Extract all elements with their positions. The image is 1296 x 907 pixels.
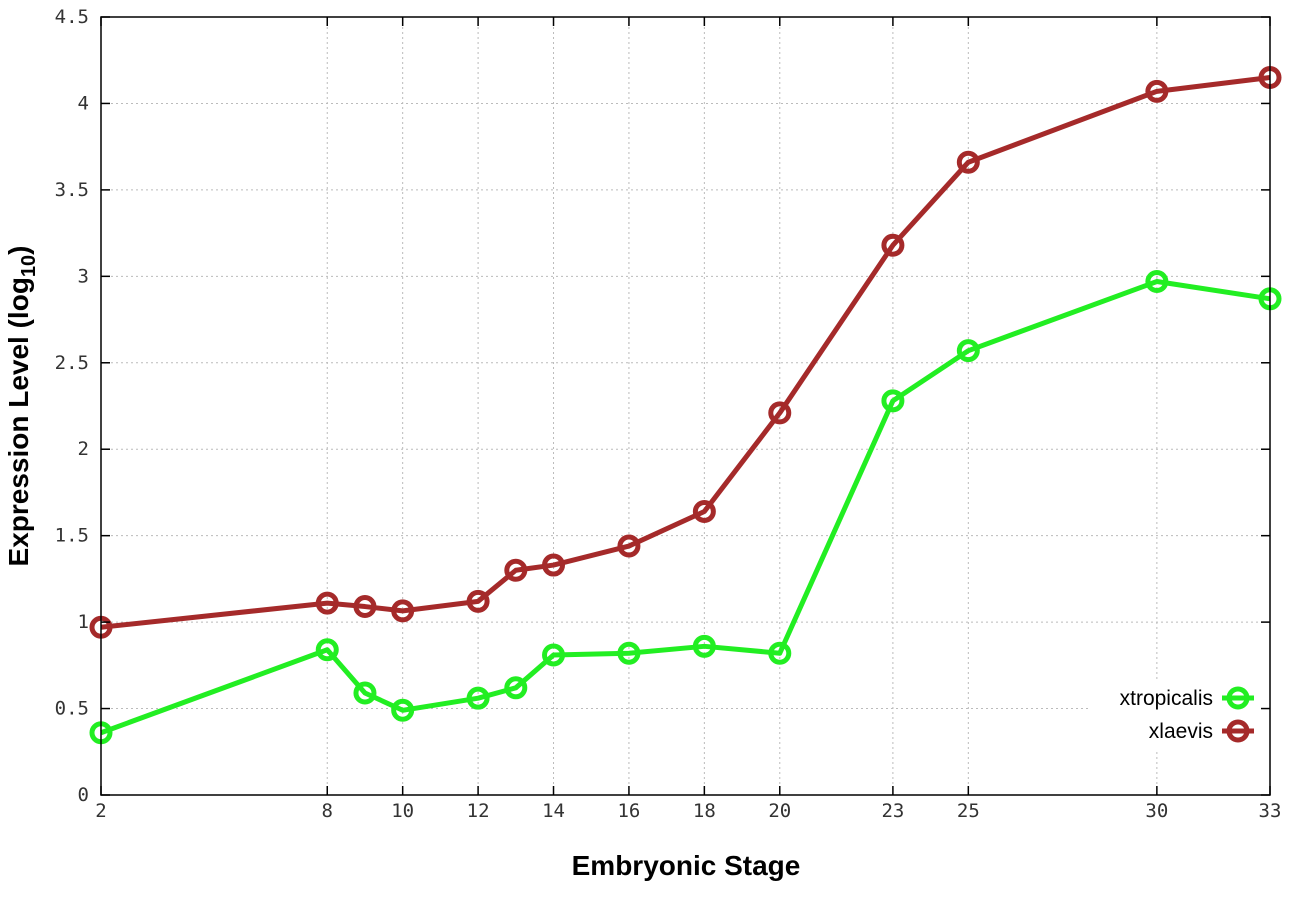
data-point-xlaevis xyxy=(692,499,716,523)
legend-label-xtropicalis: xtropicalis xyxy=(1120,687,1213,710)
x-tick-label: 16 xyxy=(617,800,640,822)
data-point-xtropicalis xyxy=(617,641,641,665)
x-tick-label: 25 xyxy=(957,800,980,822)
data-point-xtropicalis xyxy=(956,339,980,363)
grid xyxy=(101,17,1270,795)
data-point-xtropicalis xyxy=(881,389,905,413)
x-tick-label: 12 xyxy=(467,800,490,822)
data-point-xtropicalis xyxy=(353,681,377,705)
x-tick-label: 30 xyxy=(1145,800,1168,822)
x-tick-label: 2 xyxy=(95,800,106,822)
legend: xtropicalis xlaevis xyxy=(1120,686,1254,743)
x-tick-label: 14 xyxy=(542,800,565,822)
data-point-xlaevis xyxy=(956,150,980,174)
y-tick-label: 4.5 xyxy=(55,6,89,28)
data-point-xlaevis xyxy=(504,558,528,582)
y-tick-label: 2.5 xyxy=(55,352,89,374)
data-point-xlaevis xyxy=(542,553,566,577)
plot-frame xyxy=(100,16,1271,796)
x-tick-label: 33 xyxy=(1259,800,1282,822)
data-point-xtropicalis xyxy=(315,638,339,662)
ticks: 0 0.5 1 1.5 2 2.5 3 3.5 4 4.5 2 8 10 12 14 16 18 20 23 25 30… xyxy=(55,6,1282,822)
y-tick-label: 1 xyxy=(78,611,89,633)
data-point-xlaevis xyxy=(881,233,905,257)
data-point-xtropicalis xyxy=(692,634,716,658)
data-point-xlaevis xyxy=(617,534,641,558)
data-point-xlaevis xyxy=(391,599,415,623)
y-tick-label: 0 xyxy=(78,784,89,806)
x-tick-label: 20 xyxy=(768,800,791,822)
legend-marker-xtropicalis xyxy=(1226,686,1250,710)
data-point-xlaevis xyxy=(466,589,490,613)
data-point-xlaevis xyxy=(768,401,792,425)
x-tick-label: 18 xyxy=(693,800,716,822)
data-point-xtropicalis xyxy=(768,641,792,665)
data-point-xlaevis xyxy=(315,591,339,615)
y-tick-label: 1.5 xyxy=(55,525,89,547)
data-point-xtropicalis xyxy=(391,698,415,722)
y-axis-label: Expression Level (log10) xyxy=(3,246,40,567)
data-point-xtropicalis xyxy=(504,676,528,700)
y-tick-label: 3 xyxy=(78,265,89,287)
data-point-xtropicalis xyxy=(1145,270,1169,294)
x-tick-label: 23 xyxy=(881,800,904,822)
legend-marker-xlaevis xyxy=(1226,719,1250,743)
data-point-xtropicalis xyxy=(542,643,566,667)
y-tick-label: 2 xyxy=(78,438,89,460)
data-point-xlaevis xyxy=(353,595,377,619)
y-tick-label: 0.5 xyxy=(55,698,89,720)
legend-label-xlaevis: xlaevis xyxy=(1149,720,1213,743)
data-point-xtropicalis xyxy=(466,686,490,710)
data-point-xlaevis xyxy=(1145,79,1169,103)
series-line-xtropicalis xyxy=(100,279,1271,736)
series-lines xyxy=(89,66,1282,745)
y-tick-label: 3.5 xyxy=(55,179,89,201)
x-axis-label: Embryonic Stage xyxy=(572,850,801,881)
series-line-xlaevis xyxy=(100,75,1271,630)
x-tick-label: 10 xyxy=(391,800,414,822)
y-tick-label: 4 xyxy=(78,92,89,114)
x-tick-label: 8 xyxy=(322,800,333,822)
